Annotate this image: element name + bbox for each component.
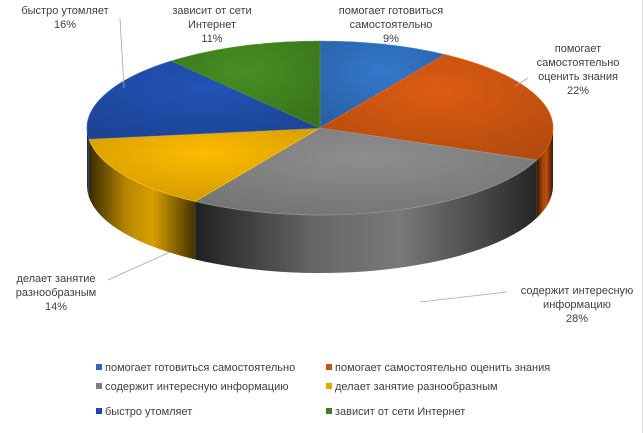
legend-swatch: [326, 408, 332, 414]
data-label-3: делает занятие разнообразным 14%: [6, 272, 106, 314]
data-label-value: 11%: [201, 33, 223, 45]
data-label-name: помогает готовиться самостоятельно: [338, 5, 444, 31]
data-label-value: 9%: [383, 33, 399, 45]
legend-label: зависит от сети Интернет: [335, 406, 466, 418]
leader-line-4: [107, 251, 171, 281]
pie-slice-5: [170, 40, 321, 129]
legend-label: делает занятие разнообразным: [335, 381, 498, 393]
data-label-5: зависит от сети Интернет 11%: [160, 4, 264, 46]
data-label-0: помогает готовиться самостоятельно 9%: [336, 4, 446, 46]
data-label-4: быстро утомляет 16%: [10, 4, 120, 32]
leader-line-2: [514, 77, 529, 87]
legend-label: помогает готовиться самостоятельно: [105, 362, 296, 374]
legend-item-2: содержит интересную информацию: [96, 380, 289, 394]
legend-item-5: зависит от сети Интернет: [326, 405, 465, 419]
legend-swatch: [96, 364, 102, 370]
pie-slice-2: [194, 127, 538, 216]
legend-swatch: [96, 383, 102, 389]
pie-side-3: [88, 138, 196, 260]
pie-side-4: [87, 128, 89, 197]
legend-item-4: быстро утомляет: [96, 405, 192, 419]
pie-side-2: [195, 160, 537, 273]
data-label-name: зависит от сети Интернет: [172, 5, 252, 31]
leader-line-0: [119, 17, 125, 89]
data-label-name: делает занятие разнообразным: [15, 273, 97, 299]
legend-label: помогает самостоятельно оценить знания: [335, 362, 551, 374]
legend-item-0: помогает готовиться самостоятельно: [96, 361, 295, 375]
data-label-2: содержит интересную информацию 28%: [512, 284, 642, 326]
data-label-value: 16%: [53, 19, 77, 31]
legend-item-1: помогает самостоятельно оценить знания: [326, 361, 550, 375]
pie-side-1: [536, 128, 553, 219]
data-label-value: 14%: [44, 301, 68, 313]
legend-swatch: [96, 408, 102, 414]
pie-slice-0: [319, 40, 446, 129]
pie-slice-3: [88, 127, 321, 202]
data-label-value: 28%: [565, 313, 589, 325]
data-label-name: содержит интересную информацию: [520, 285, 634, 311]
pie-slice-4: [86, 60, 321, 140]
data-label-name: быстро утомляет: [21, 5, 109, 17]
legend-swatch: [326, 383, 332, 389]
data-label-value: 22%: [566, 85, 590, 97]
leader-line-3: [419, 291, 508, 303]
legend-label: содержит интересную информацию: [105, 381, 289, 393]
data-label-1: помогает самостоятельно оценить знания 22%: [528, 42, 628, 98]
legend-label: быстро утомляет: [105, 406, 193, 418]
legend-item-3: делает занятие разнообразным: [326, 380, 498, 394]
pie-slice-1: [319, 54, 554, 161]
legend-swatch: [326, 364, 332, 370]
data-label-name: помогает самостоятельно оценить знания: [536, 43, 620, 83]
